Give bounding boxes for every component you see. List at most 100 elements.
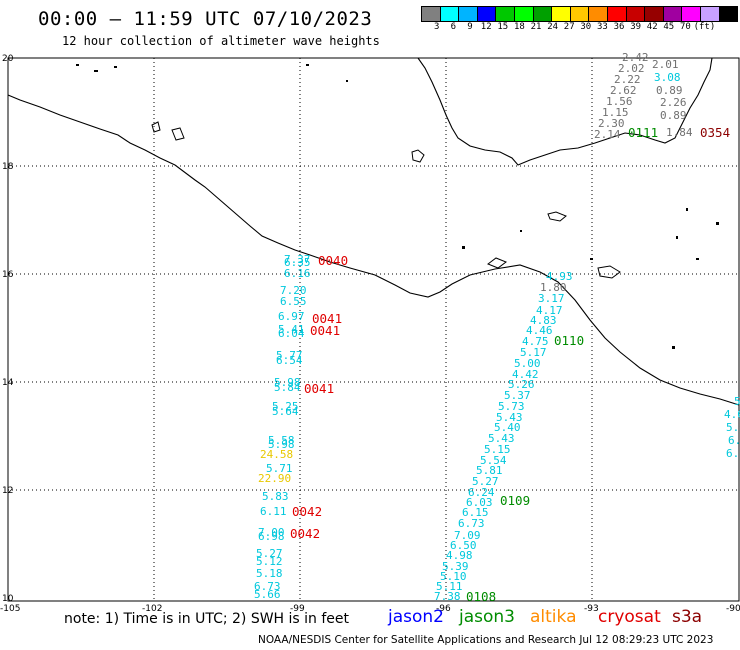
wave-height-label: 6.16 bbox=[284, 267, 311, 280]
wave-height-label: 5.27 bbox=[472, 475, 499, 488]
wave-height-label: 5.10 bbox=[440, 570, 467, 583]
wave-height-label: 2.22 bbox=[614, 73, 641, 86]
wave-height-label: 5.43 bbox=[496, 411, 523, 424]
wave-height-label: 5.40 bbox=[494, 421, 521, 434]
wave-height-label: 2.62 bbox=[610, 84, 637, 97]
satellite-legend-item: s3a bbox=[672, 607, 703, 627]
wave-height-label: 24.58 bbox=[260, 448, 293, 461]
small-islands bbox=[76, 64, 719, 349]
wave-height-label: 2.02 bbox=[618, 62, 645, 75]
pass-time-label: 0110 bbox=[554, 333, 584, 348]
satellite-legend-item: altika bbox=[530, 607, 577, 627]
colorbar-label: 27 bbox=[563, 22, 575, 32]
pass-time-label: 0041 bbox=[304, 381, 334, 396]
wave-height-label: 7.00 bbox=[258, 526, 285, 539]
pass-time-labels: 0040004100410041004200420108010901100111… bbox=[290, 125, 730, 604]
wave-height-label: 6.63 bbox=[728, 434, 740, 447]
lon-tick-label: -99 bbox=[290, 604, 305, 614]
wave-height-label: 5.83 bbox=[262, 490, 289, 503]
wave-height-label: 5.98 bbox=[274, 376, 301, 389]
wave-height-label: 5.84 bbox=[274, 381, 301, 394]
wave-height-label: 1.56 bbox=[606, 95, 633, 108]
wave-height-label: 6.15 bbox=[462, 506, 489, 519]
colorbar-label: 6 bbox=[450, 22, 457, 32]
lat-tick-label: 16 bbox=[2, 270, 14, 280]
lon-tick-label: -93 bbox=[584, 604, 599, 614]
pass-time-label: 0108 bbox=[466, 589, 496, 604]
wave-height-label: 5.54 bbox=[480, 454, 507, 467]
satellite-legend-item: cryosat bbox=[598, 607, 661, 627]
lat-tick-label: 20 bbox=[2, 54, 14, 64]
wave-height-label: 4.98 bbox=[446, 549, 473, 562]
wave-height-label: 6.54 bbox=[276, 354, 303, 367]
wave-height-label: 5.66 bbox=[254, 588, 281, 601]
wave-height-label: 0.89 bbox=[660, 109, 687, 122]
wave-height-label: 5.98 bbox=[268, 438, 295, 451]
map-frame bbox=[7, 57, 740, 602]
wave-height-label: 7.09 bbox=[454, 529, 481, 542]
page-subtitle: 12 hour collection of altimeter wave hei… bbox=[62, 34, 380, 48]
coastline-gulf bbox=[417, 57, 713, 166]
wave-height-label: 6.04 bbox=[278, 327, 305, 340]
wave-height-label: 22.90 bbox=[258, 472, 291, 485]
wave-height-label: 5.11 bbox=[436, 580, 463, 593]
wave-height-labels: 7.376.356.16 7.206.55 6.975.416.04 5.776.54… bbox=[254, 51, 740, 603]
wave-height-label: 5.73 bbox=[498, 400, 525, 413]
colorbar-label: 30 bbox=[580, 22, 592, 32]
lat-tick-label: 18 bbox=[2, 162, 14, 172]
wave-height-label: 2.14 bbox=[594, 128, 621, 141]
coastline bbox=[7, 94, 740, 406]
wave-height-label: 5.71 bbox=[266, 462, 293, 475]
wave-height-label: 6.50 bbox=[450, 539, 477, 552]
wave-height-label: 1.84 bbox=[666, 126, 693, 139]
wave-height-label: 0.89 bbox=[656, 84, 683, 97]
colorbar-label: 70 bbox=[680, 22, 691, 32]
wave-height-label: 7.20 bbox=[280, 284, 307, 297]
wave-height-label: 5.64 bbox=[272, 405, 299, 418]
wave-height-label: 6.73 bbox=[458, 517, 485, 530]
colorbar-label: 3 bbox=[434, 22, 440, 32]
wave-height-label: 5.25 bbox=[272, 400, 299, 413]
wave-height-label: 1.15 bbox=[602, 106, 629, 119]
wave-height-label: 4.17 bbox=[536, 304, 563, 317]
pass-time-label: 0109 bbox=[500, 493, 530, 508]
wave-height-label: 3.08 bbox=[654, 71, 681, 84]
wave-height-label: 5.37 bbox=[504, 389, 531, 402]
pass-time-label: 0354 bbox=[700, 125, 730, 140]
colorbar-label: (ft) bbox=[693, 22, 716, 32]
wave-height-label: 5.00 bbox=[514, 357, 541, 370]
wave-height-label: 5.27 bbox=[256, 547, 283, 560]
wave-height-label: 6.55 bbox=[280, 295, 307, 308]
wave-height-label: 6.97 bbox=[278, 310, 305, 323]
colorbar-label: 33 bbox=[597, 22, 608, 32]
wave-height-label: 6.35 bbox=[284, 256, 311, 269]
wave-height-label: 6.03 bbox=[466, 496, 493, 509]
colorbar-label: 36 bbox=[613, 22, 625, 32]
wave-height-label: 4.83 bbox=[530, 314, 557, 327]
wave-height-label: 4.93 bbox=[546, 270, 573, 283]
colorbar-label: 45 bbox=[663, 22, 675, 32]
wave-height-label: 5.15 bbox=[484, 443, 511, 456]
colorbar-legend bbox=[421, 6, 739, 22]
wave-height-label: 2.42 bbox=[622, 51, 649, 64]
wave-height-label: 5.26 bbox=[508, 378, 535, 391]
wave-height-label: 6.11 bbox=[260, 505, 287, 518]
wave-height-label: 2.01 bbox=[652, 58, 679, 71]
lon-tick-label: -90 bbox=[726, 604, 740, 614]
page-title: 00:00 – 11:59 UTC 07/10/2023 bbox=[38, 8, 373, 30]
lat-tick-label: 14 bbox=[2, 378, 14, 388]
colorbar-swatch bbox=[718, 6, 739, 22]
pass-time-label: 0111 bbox=[628, 125, 658, 140]
colorbar-label: 9 bbox=[467, 22, 473, 32]
satellite-legend-item: jason3 bbox=[459, 607, 515, 627]
lon-tick-label: -105 bbox=[0, 604, 20, 614]
islands bbox=[151, 121, 621, 279]
colorbar-label: 21 bbox=[530, 22, 542, 32]
wave-height-label: 6.98 bbox=[258, 530, 285, 543]
wave-height-label: 5.17 bbox=[520, 346, 547, 359]
wave-height-label: 4.69 bbox=[724, 408, 740, 421]
wave-height-label: 1.80 bbox=[540, 281, 567, 294]
colorbar-label: 39 bbox=[630, 22, 642, 32]
pass-time-label: 0042 bbox=[292, 504, 322, 519]
